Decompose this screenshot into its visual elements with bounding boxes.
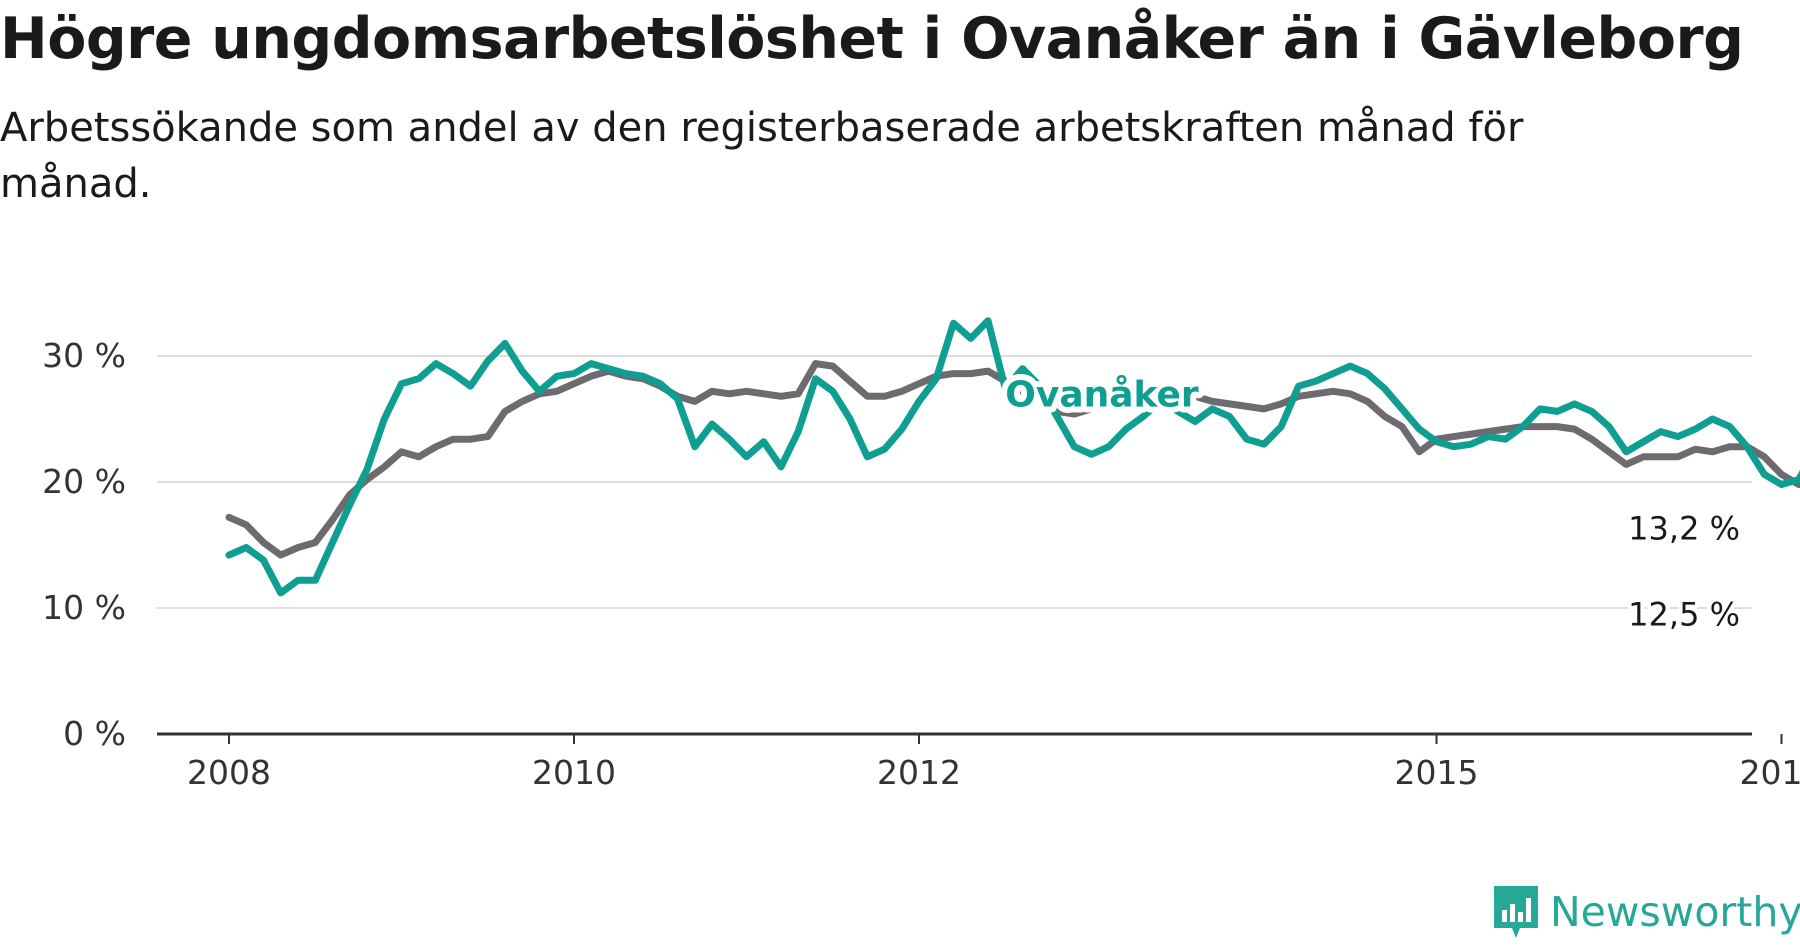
y-tick-label: 30 % bbox=[42, 336, 126, 375]
series-lines bbox=[225, 317, 1800, 597]
newsworthy-brand: Newsworthy bbox=[1492, 884, 1800, 940]
x-axis-ticks: 20082010201220152017202020222024 bbox=[187, 734, 1800, 792]
newsworthy-logo-icon bbox=[1494, 886, 1538, 938]
x-tick-label: 2012 bbox=[877, 753, 961, 792]
x-tick-label: 2008 bbox=[187, 753, 271, 792]
y-tick-label: 10 % bbox=[42, 588, 126, 627]
series-line-ovanaker bbox=[225, 317, 1800, 597]
y-tick-label: 0 % bbox=[63, 714, 126, 753]
x-tick-label: 2015 bbox=[1395, 753, 1479, 792]
end-value-label-gavleborg: 12,5 % bbox=[1628, 595, 1740, 633]
gridlines bbox=[157, 355, 1752, 736]
end-value-label-ovanaker: 13,2 % bbox=[1628, 510, 1740, 548]
series-line-gavleborg bbox=[225, 360, 1800, 559]
brand-name: Newsworthy bbox=[1550, 888, 1800, 936]
series-labels: OvanåkerGävleborg13,2 %12,5 % bbox=[999, 368, 1744, 637]
series-label-ovanaker: Ovanåker bbox=[1005, 374, 1199, 415]
chart-title: Högre ungdomsarbetslöshet i Ovanåker än … bbox=[0, 6, 1744, 72]
x-tick-label: 2017 bbox=[1740, 753, 1800, 792]
y-tick-label: 20 % bbox=[42, 462, 126, 501]
y-axis-ticks: 0 % 10 % 20 % 30 % bbox=[42, 336, 126, 753]
x-tick-label: 2010 bbox=[532, 753, 616, 792]
chart-subtitle: Arbetssökande som andel av den registerb… bbox=[0, 105, 1524, 207]
